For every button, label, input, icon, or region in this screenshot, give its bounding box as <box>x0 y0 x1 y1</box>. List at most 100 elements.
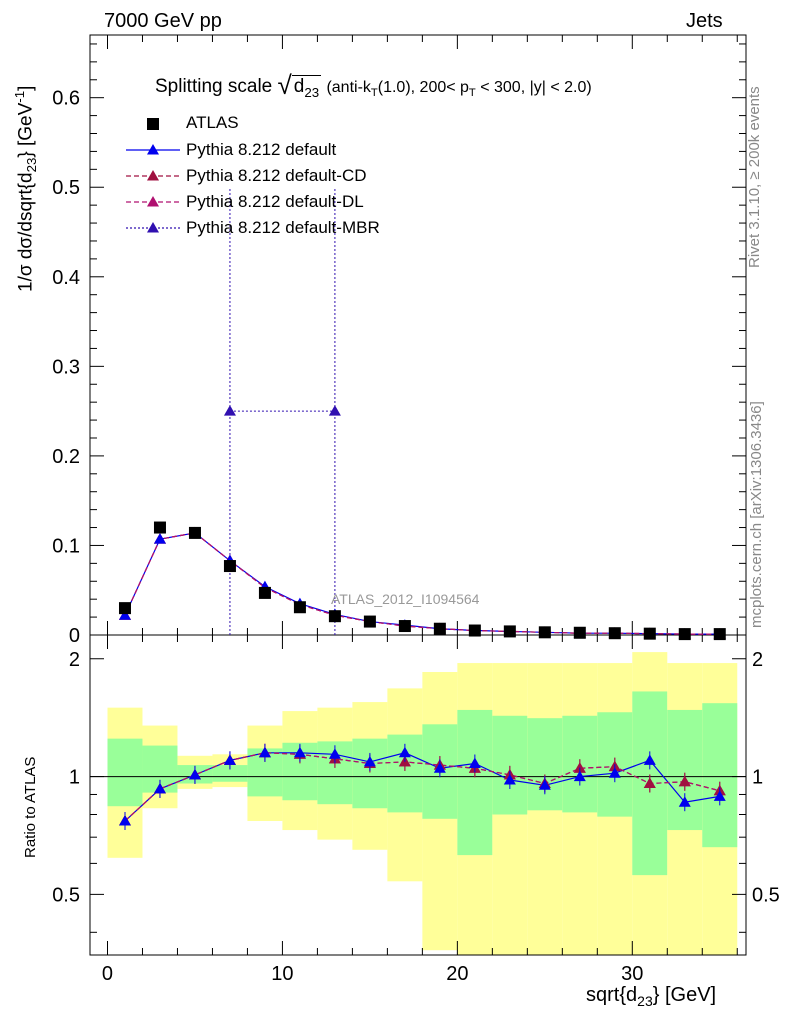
ratio-frame <box>89 634 747 956</box>
ratio-point-cd <box>573 762 586 773</box>
ratio-point-cd <box>678 775 691 787</box>
main-ylabel-sup: -1 <box>12 90 27 103</box>
point-atlas <box>153 521 166 534</box>
point-atlas <box>538 626 551 639</box>
title-var: d <box>293 76 305 97</box>
ratio-point-default <box>293 746 306 758</box>
title-prefix: Splitting scale <box>155 76 273 97</box>
title-var-box: d23 <box>291 75 322 100</box>
point-atlas <box>223 560 236 573</box>
ratio-point-default <box>608 767 621 778</box>
ratio-point-default <box>258 746 271 758</box>
series-line-default <box>124 532 720 635</box>
main-y-tick-label: 0.3 <box>52 356 80 378</box>
ratio-point-cd <box>643 777 656 789</box>
legend-label-default: Pythia 8.212 default <box>186 140 337 159</box>
plot-title: Splitting scale √ d23 (anti-kT(1.0), 200<… <box>155 68 592 100</box>
main-y-tick-label: 0.6 <box>52 88 80 110</box>
ratio-point-default <box>328 748 341 759</box>
title-cuts-a: (anti-k <box>326 79 371 96</box>
point-atlas <box>468 624 481 637</box>
point-default <box>153 533 166 544</box>
point-atlas <box>293 601 306 614</box>
ratio-band-inner <box>667 709 703 831</box>
ratio-band-inner <box>702 703 738 848</box>
point-default <box>118 609 131 620</box>
ratio-y-tick-label: 2 <box>69 649 80 671</box>
ratio-y-tick-label-right: 1 <box>752 767 763 789</box>
x-tick-label: 10 <box>271 963 293 985</box>
xlabel-b: } [GeV] <box>652 984 717 1006</box>
ratio-point-default <box>188 768 201 780</box>
ratio-ylabel: Ratio to ATLAS <box>22 756 39 858</box>
ratio-point-default <box>153 782 166 794</box>
x-tick-label: 20 <box>446 963 468 985</box>
ratio-point-default <box>223 754 236 765</box>
legend-label-mbr: Pythia 8.212 default-MBR <box>186 218 380 237</box>
point-atlas <box>363 615 376 628</box>
ratio-point-default <box>433 762 446 773</box>
ratio-point-default <box>398 746 411 758</box>
legend-marker-dl <box>147 196 159 207</box>
point-atlas <box>398 620 411 633</box>
point-atlas <box>608 627 621 640</box>
main-ylabel-b: } [GeV <box>15 102 37 158</box>
main-ylabel: 1/σ dσ/dsqrt{d23} [GeV-1] <box>12 86 39 292</box>
title-var-sub: 23 <box>304 84 320 100</box>
legend-marker-atlas <box>147 118 159 130</box>
main-y-tick-label: 0.5 <box>52 177 80 199</box>
ratio-point-default <box>503 773 516 785</box>
ratio-band-inner <box>212 765 248 782</box>
point-atlas <box>433 622 446 635</box>
main-y-tick-label: 0.2 <box>52 446 80 468</box>
mbr-point <box>328 405 341 416</box>
title-cuts-b: T <box>370 87 378 100</box>
main-y-tick-label: 0 <box>69 625 80 647</box>
ratio-band-inner <box>527 718 563 811</box>
xlabel-sub: 23 <box>637 993 653 1009</box>
point-atlas <box>328 610 341 623</box>
point-atlas <box>258 586 271 599</box>
ratio-point-default <box>363 755 376 767</box>
main-ylabel-sub: 23 <box>24 157 40 173</box>
ratio-point-default <box>573 770 586 782</box>
ratio-point-default <box>713 790 726 801</box>
point-atlas <box>118 602 131 615</box>
point-atlas <box>643 627 656 640</box>
main-ylabel-c: ] <box>15 85 37 91</box>
title-cuts-c: (1.0), 200< p <box>377 79 469 96</box>
main-y-tick-label: 0.1 <box>52 535 80 557</box>
main-y-tick-label: 0.4 <box>52 267 80 289</box>
mbr-point <box>223 405 236 416</box>
ratio-y-tick-label: 0.5 <box>52 884 80 906</box>
legend-marker-cd <box>147 170 159 181</box>
ratio-point-default <box>118 814 131 826</box>
header-right: Jets <box>686 10 723 32</box>
header-left: 7000 GeV pp <box>104 10 222 32</box>
title-cuts: (anti-kT(1.0), 200< pT < 300, |y| < 2.0) <box>326 79 591 100</box>
legend-label-cd: Pythia 8.212 default-CD <box>186 166 367 185</box>
ratio-point-default <box>468 757 481 768</box>
legend-marker-mbr <box>147 222 159 233</box>
ratio-line-dl <box>124 752 720 822</box>
point-atlas <box>503 625 516 638</box>
ratio-y-tick-label-right: 2 <box>752 649 763 671</box>
point-atlas <box>573 626 586 639</box>
legend-label-atlas: ATLAS <box>186 113 239 132</box>
ratio-band-inner <box>457 709 493 856</box>
analysis-label: ATLAS_2012_I1094564 <box>331 591 480 607</box>
legend-marker-default <box>147 144 159 155</box>
ratio-y-tick-label-right: 0.5 <box>752 884 780 906</box>
x-tick-label: 30 <box>621 963 643 985</box>
ratio-band-inner <box>492 715 528 815</box>
sqrt-symbol: √ <box>277 70 292 100</box>
ratio-band-inner <box>352 738 388 809</box>
ratio-y-tick-label: 1 <box>69 767 80 789</box>
point-atlas <box>713 628 726 641</box>
legend-label-dl: Pythia 8.212 default-DL <box>186 192 364 211</box>
ratio-band-inner <box>107 738 143 807</box>
ratio-point-default <box>643 754 656 765</box>
mcplots-label: mcplots.cern.ch [arXiv:1306.3436] <box>748 401 765 628</box>
xlabel-a: sqrt{d <box>586 984 638 1006</box>
